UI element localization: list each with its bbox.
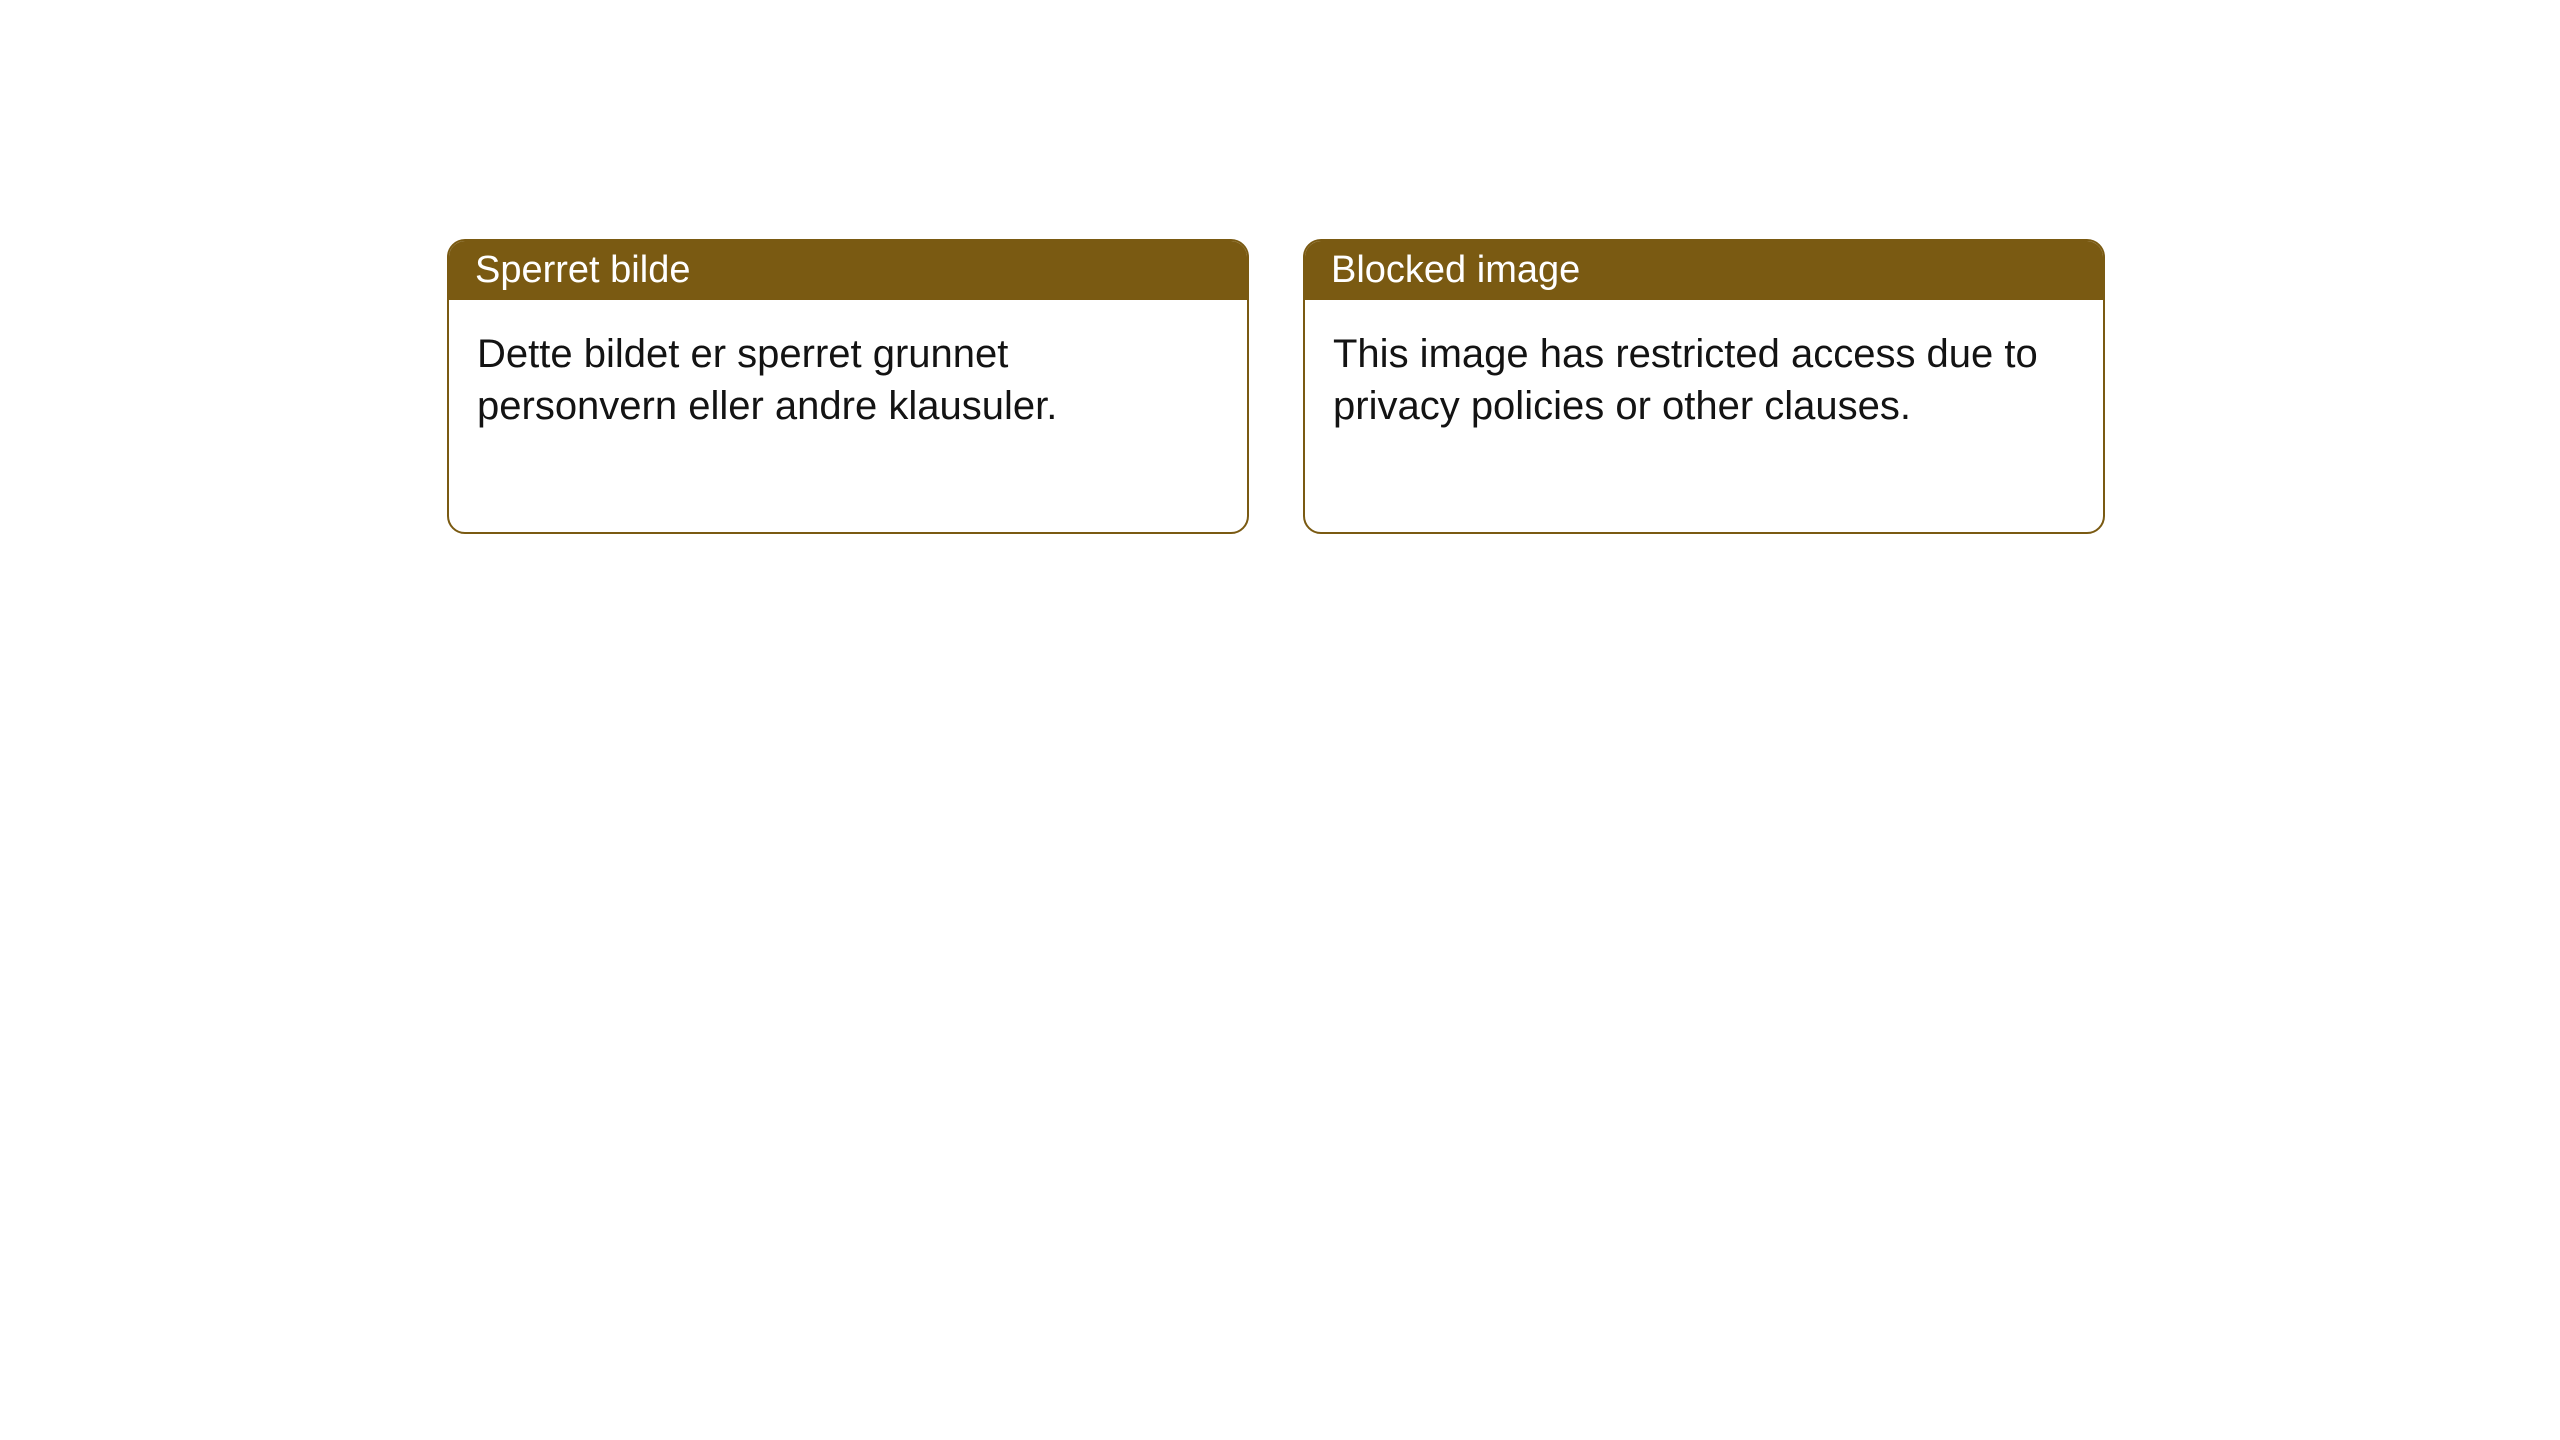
notice-box-norwegian: Sperret bilde Dette bildet er sperret gr… [447,239,1249,534]
notice-box-english: Blocked image This image has restricted … [1303,239,2105,534]
notice-body: Dette bildet er sperret grunnet personve… [449,300,1247,532]
notice-header: Sperret bilde [449,241,1247,300]
notice-container: Sperret bilde Dette bildet er sperret gr… [0,0,2560,534]
notice-body: This image has restricted access due to … [1305,300,2103,532]
notice-header: Blocked image [1305,241,2103,300]
